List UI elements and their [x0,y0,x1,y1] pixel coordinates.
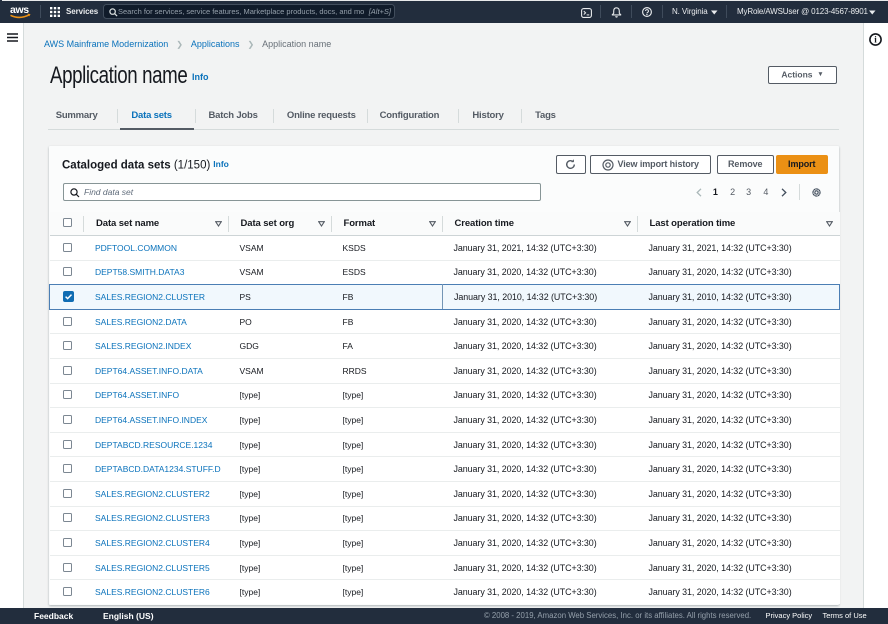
svg-text:aws: aws [10,4,29,16]
svg-text:i: i [874,35,877,45]
